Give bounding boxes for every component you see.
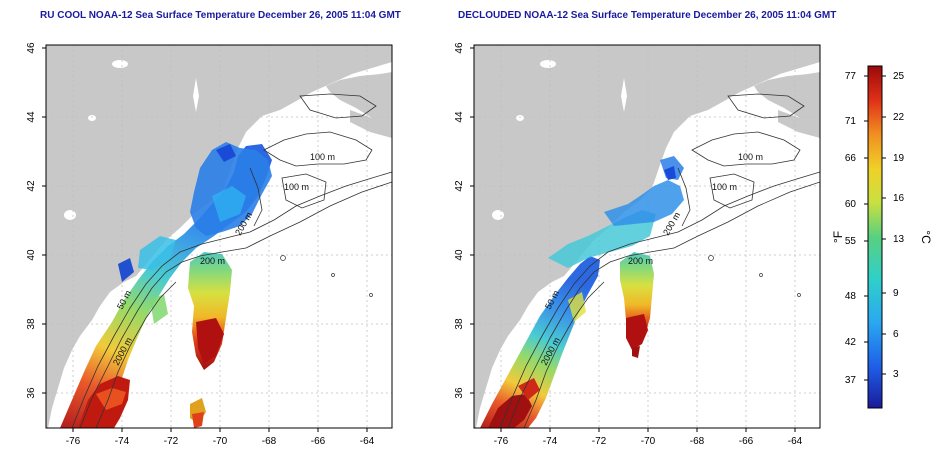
right-map-frame: [473, 44, 821, 429]
left-y-tick-6: 46: [26, 42, 37, 54]
right-x-tick-5: -68: [690, 436, 705, 447]
right-contour-label-1: 100 m: [738, 152, 763, 162]
colorbar-c-tick-8: 3: [893, 369, 899, 380]
right-contour-label-2: 100 m: [712, 182, 737, 192]
left-y-tick-4: 42: [26, 180, 37, 192]
left-x-tick-5: -68: [262, 436, 277, 447]
left-x-tick-2: -74: [115, 436, 130, 447]
right-map: 100 m 100 m 200 m 200 m 2000 m 50 m -76 …: [454, 42, 821, 447]
right-map-land: [474, 45, 820, 428]
left-map-frame: [45, 44, 393, 429]
right-x-tick-1: -76: [494, 436, 509, 447]
colorbar-c-tick-6: 9: [893, 288, 899, 299]
colorbar-f-tick-2: 71: [845, 116, 857, 127]
colorbar-c-tick-2: 22: [893, 112, 905, 123]
right-contour-label-3: 200 m: [628, 256, 653, 266]
left-y-tick-1: 36: [26, 387, 37, 399]
left-y-tick-2: 38: [26, 318, 37, 330]
right-y-tick-6: 46: [454, 42, 465, 54]
colorbar-f-tick-7: 42: [845, 337, 857, 348]
colorbar-c-tick-4: 16: [893, 193, 905, 204]
left-contour-label-2: 100 m: [284, 182, 309, 192]
colorbar-c-tick-1: 25: [893, 71, 905, 82]
right-x-tick-7: -64: [788, 436, 803, 447]
right-x-tick-4: -70: [641, 436, 656, 447]
right-x-tick-3: -72: [592, 436, 607, 447]
left-contour-label-3: 200 m: [200, 256, 225, 266]
left-x-tick-1: -76: [66, 436, 81, 447]
left-x-tick-6: -66: [311, 436, 326, 447]
right-y-tick-1: 36: [454, 387, 465, 399]
colorbar: 77 71 66 60 55 48 42 37 25 22 19 16 13 9…: [831, 65, 933, 409]
colorbar-c-tick-3: 19: [893, 153, 905, 164]
left-map: 100 m 100 m 200 m 200 m 2000 m 50 m -76 …: [26, 42, 393, 447]
left-x-tick-4: -70: [213, 436, 228, 447]
colorbar-f-tick-5: 55: [845, 236, 857, 247]
left-y-tick-5: 44: [26, 111, 37, 123]
colorbar-f-tick-6: 48: [845, 291, 857, 302]
colorbar-c-tick-5: 13: [893, 234, 905, 245]
right-y-tick-3: 40: [454, 249, 465, 261]
left-contour-label-1: 100 m: [310, 152, 335, 162]
right-x-tick-2: -74: [543, 436, 558, 447]
colorbar-gradient: [867, 65, 883, 409]
left-y-tick-3: 40: [26, 249, 37, 261]
colorbar-f-tick-1: 77: [845, 71, 857, 82]
right-y-tick-2: 38: [454, 318, 465, 330]
right-map-title: DECLOUDED NOAA-12 Sea Surface Temperatur…: [458, 10, 837, 21]
colorbar-fahrenheit-label: °F: [831, 231, 845, 243]
colorbar-f-tick-4: 60: [845, 199, 857, 210]
right-y-tick-4: 42: [454, 180, 465, 192]
colorbar-c-tick-7: 6: [893, 329, 899, 340]
colorbar-f-tick-3: 66: [845, 153, 857, 164]
right-x-tick-6: -66: [739, 436, 754, 447]
left-x-tick-3: -72: [164, 436, 179, 447]
left-x-tick-7: -64: [360, 436, 375, 447]
left-map-title: RU COOL NOAA-12 Sea Surface Temperature …: [40, 10, 401, 21]
right-y-tick-5: 44: [454, 111, 465, 123]
colorbar-celsius-label: °C: [919, 230, 933, 244]
colorbar-f-tick-8: 37: [845, 375, 857, 386]
left-map-land: [46, 45, 392, 428]
